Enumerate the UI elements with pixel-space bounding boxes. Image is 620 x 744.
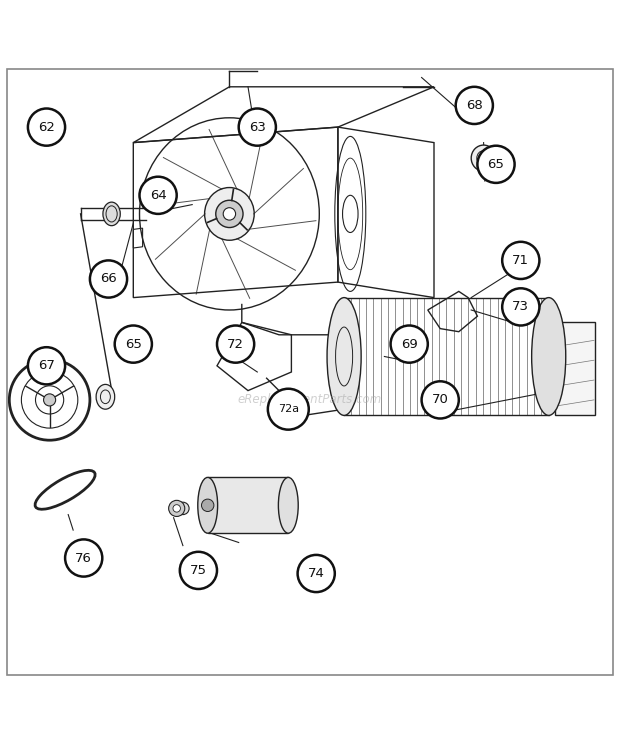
Polygon shape xyxy=(208,478,288,533)
Text: 74: 74 xyxy=(308,567,325,580)
Text: 67: 67 xyxy=(38,359,55,372)
Circle shape xyxy=(202,499,214,512)
Circle shape xyxy=(173,504,180,512)
Ellipse shape xyxy=(198,478,218,533)
Text: 70: 70 xyxy=(432,394,449,406)
Circle shape xyxy=(65,539,102,577)
Text: 65: 65 xyxy=(125,338,142,350)
Ellipse shape xyxy=(177,502,189,515)
Text: 64: 64 xyxy=(149,189,167,202)
Ellipse shape xyxy=(103,202,120,225)
Ellipse shape xyxy=(205,187,254,240)
Circle shape xyxy=(90,260,127,298)
Circle shape xyxy=(391,325,428,363)
Circle shape xyxy=(477,146,515,183)
Circle shape xyxy=(43,394,56,406)
Ellipse shape xyxy=(532,298,565,415)
Ellipse shape xyxy=(471,145,496,171)
Text: 65: 65 xyxy=(487,158,505,171)
Ellipse shape xyxy=(278,478,298,533)
Ellipse shape xyxy=(96,385,115,409)
Circle shape xyxy=(502,288,539,326)
Circle shape xyxy=(216,200,243,228)
Polygon shape xyxy=(555,322,595,415)
Text: 62: 62 xyxy=(38,121,55,134)
Text: 73: 73 xyxy=(512,301,529,313)
Circle shape xyxy=(239,109,276,146)
Circle shape xyxy=(502,242,539,279)
Circle shape xyxy=(28,109,65,146)
Text: 72: 72 xyxy=(227,338,244,350)
Text: 68: 68 xyxy=(466,99,483,112)
Text: 71: 71 xyxy=(512,254,529,267)
Circle shape xyxy=(140,176,177,214)
Circle shape xyxy=(28,347,65,385)
Circle shape xyxy=(180,552,217,589)
Ellipse shape xyxy=(327,298,361,415)
Circle shape xyxy=(456,87,493,124)
Text: 63: 63 xyxy=(249,121,266,134)
Circle shape xyxy=(217,325,254,363)
Circle shape xyxy=(115,325,152,363)
Circle shape xyxy=(223,208,236,220)
Text: 69: 69 xyxy=(401,338,418,350)
Text: eReplacementParts.com: eReplacementParts.com xyxy=(238,394,382,406)
Circle shape xyxy=(169,500,185,516)
Text: 76: 76 xyxy=(75,551,92,565)
Text: 72a: 72a xyxy=(278,404,299,414)
Circle shape xyxy=(298,555,335,592)
Circle shape xyxy=(268,388,309,429)
Text: 75: 75 xyxy=(190,564,207,577)
Text: 66: 66 xyxy=(100,272,117,286)
Circle shape xyxy=(422,381,459,418)
